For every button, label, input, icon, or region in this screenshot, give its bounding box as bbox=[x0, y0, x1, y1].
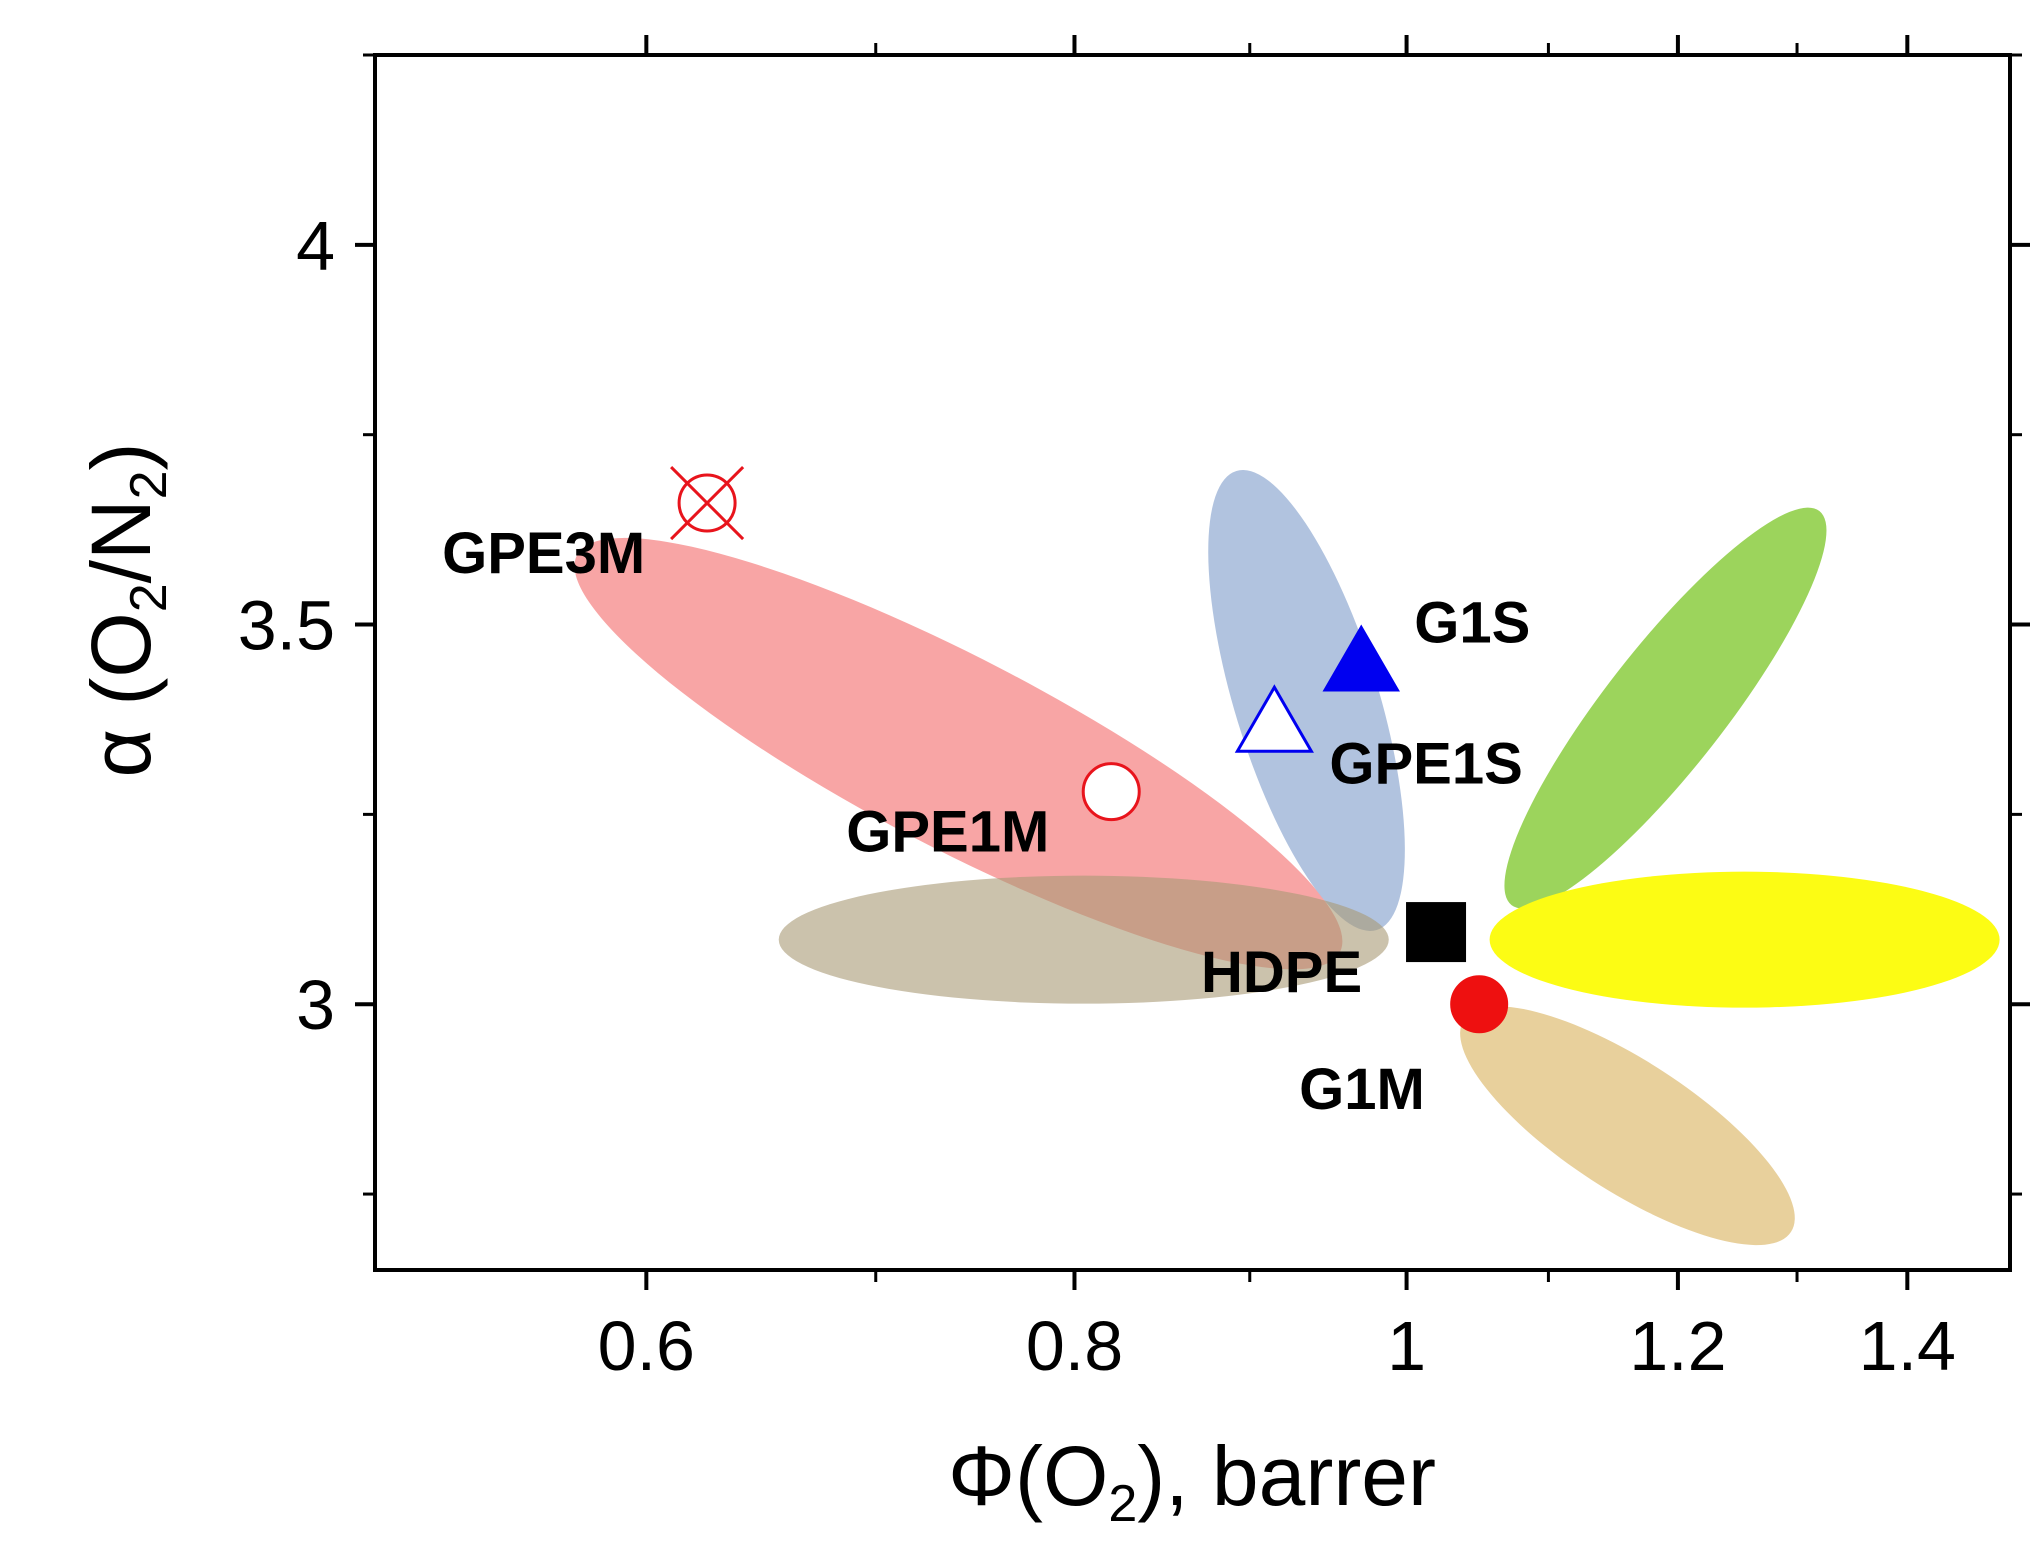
region-ellipse bbox=[1489, 871, 2000, 1008]
x-tick-label: 0.6 bbox=[598, 1307, 695, 1385]
g1m-marker bbox=[1450, 975, 1509, 1034]
x-tick-label: 1.2 bbox=[1629, 1307, 1726, 1385]
region-ellipse bbox=[1208, 469, 1405, 931]
marker-cross-line bbox=[670, 465, 745, 541]
y-tick-label: 4 bbox=[296, 207, 335, 285]
g1s-label: G1S bbox=[1414, 591, 1530, 656]
region-ellipse bbox=[1460, 1006, 1795, 1246]
g1s-marker bbox=[1322, 624, 1400, 692]
points-layer: GPE3M GPE1M G1S GPE1S HDPE G1M bbox=[442, 465, 1530, 1122]
gpe1m-label: GPE1M bbox=[846, 800, 1049, 865]
marker-circle bbox=[677, 473, 737, 533]
g1m-label: G1M bbox=[1299, 1057, 1425, 1122]
regions-layer bbox=[574, 469, 2000, 1246]
y-tick-label: 3.5 bbox=[238, 587, 335, 665]
gpe3m-marker bbox=[670, 465, 745, 541]
x-axis-title: Φ(O2), barrer bbox=[948, 1429, 1436, 1533]
hdpe-marker bbox=[1406, 902, 1467, 963]
region-ellipse bbox=[778, 875, 1389, 1004]
ticks-layer: 0.6 0.8 1 1.2 1.4 3 3.5 4 bbox=[238, 35, 2030, 1385]
region-ellipse bbox=[1504, 507, 1827, 909]
gpe1m-marker bbox=[1081, 762, 1141, 822]
gpe1s-label: GPE1S bbox=[1329, 731, 1522, 796]
y-tick-label: 3 bbox=[296, 966, 335, 1044]
x-tick-label: 1.4 bbox=[1859, 1307, 1956, 1385]
plot-frame bbox=[373, 53, 2012, 1272]
y-axis-title: α (O2/N2) bbox=[74, 442, 178, 777]
gpe1s-marker bbox=[1234, 684, 1314, 753]
region-ellipse bbox=[574, 537, 1343, 970]
hdpe-label: HDPE bbox=[1201, 940, 1362, 1005]
x-tick-label: 1 bbox=[1387, 1307, 1426, 1385]
x-tick-label: 0.8 bbox=[1026, 1307, 1123, 1385]
gpe3m-label: GPE3M bbox=[442, 521, 645, 586]
